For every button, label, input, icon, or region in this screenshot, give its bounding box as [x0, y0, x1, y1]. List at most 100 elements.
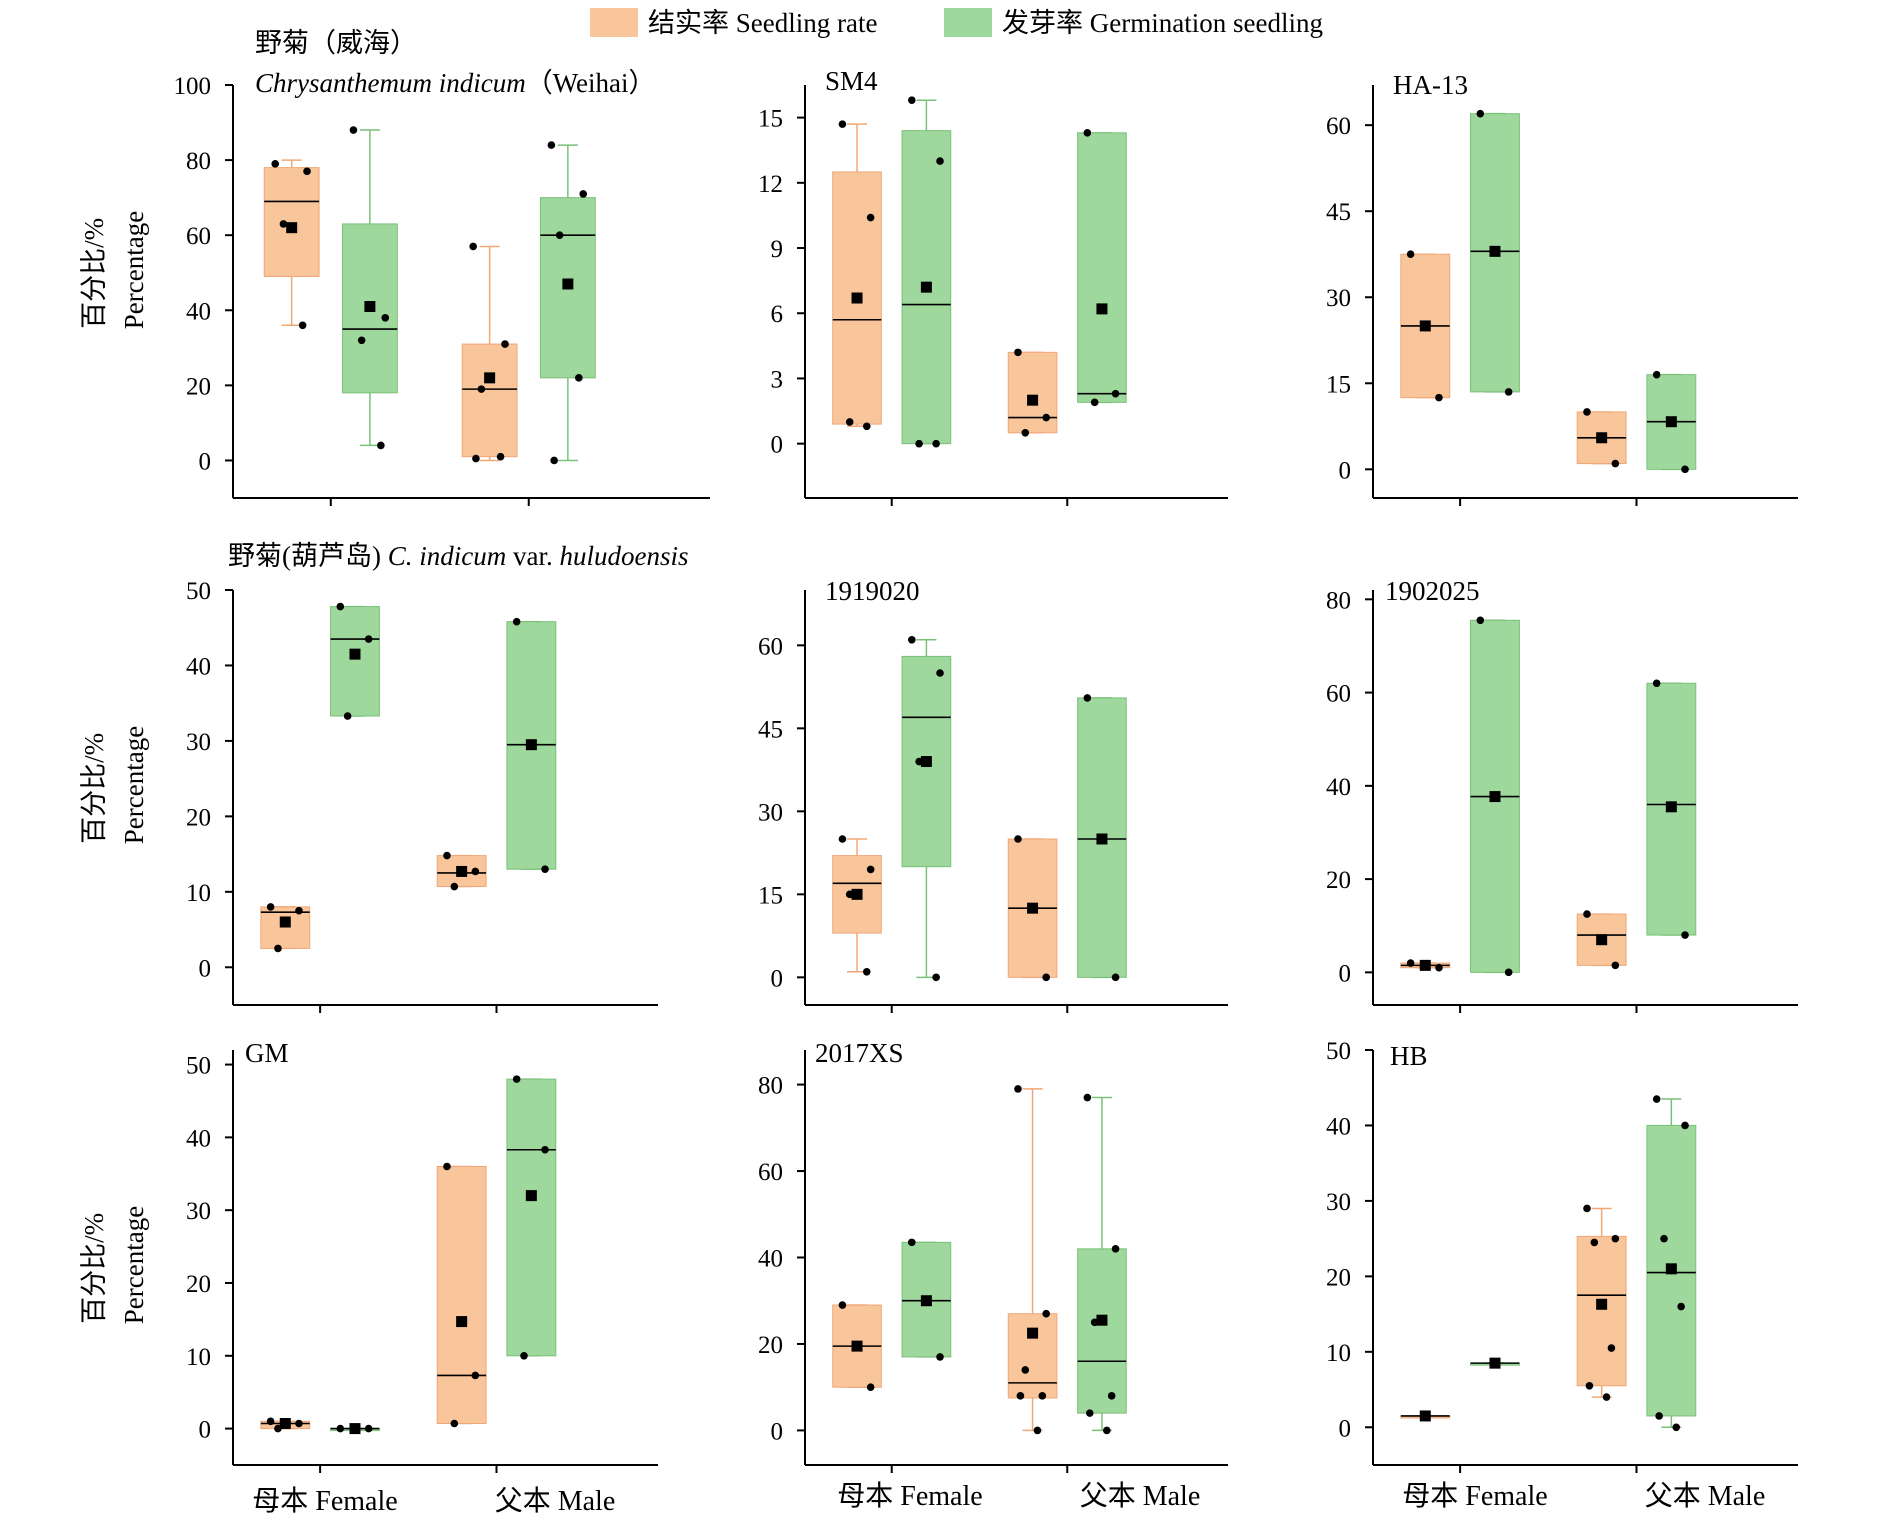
legend-label-seedling: 结实率 Seedling rate: [648, 8, 877, 38]
mean-marker: [279, 916, 291, 928]
box-germination: [1077, 129, 1127, 407]
y-tick-label: 50: [1326, 1038, 1351, 1065]
panel-title: 2017XS: [815, 1038, 904, 1068]
data-point: [512, 1075, 521, 1083]
data-point: [477, 385, 486, 393]
mean-marker: [525, 739, 537, 751]
mean-marker: [525, 1190, 537, 1202]
y-tick-label: 0: [771, 1418, 784, 1445]
data-point: [1111, 973, 1120, 982]
box-seedling: [436, 851, 487, 891]
box-body: [263, 167, 320, 277]
data-point: [1042, 413, 1050, 422]
y-tick-label: 60: [758, 1159, 783, 1186]
y-axis-title-row-2: 百分比/% Percentage: [79, 726, 149, 844]
box-body: [1077, 132, 1127, 403]
data-point: [845, 418, 854, 426]
y-tick-label: 30: [758, 799, 783, 826]
data-point: [862, 422, 871, 431]
mean-marker: [286, 222, 298, 234]
box-seedling: [461, 242, 518, 463]
x-category-labels: 母本 Female 父本 Male 母本 Female 父本 Male 母本 F…: [252, 1480, 1765, 1517]
y-tick-label: 20: [186, 804, 211, 831]
data-point: [1042, 1309, 1050, 1318]
data-point: [1083, 1093, 1092, 1102]
data-point: [936, 157, 944, 165]
data-point: [1476, 109, 1485, 118]
box-germination: [1646, 370, 1697, 474]
box-germination: [1646, 679, 1697, 939]
data-point: [1583, 1204, 1591, 1213]
panel-title: 野菊(葫芦岛) C. indicum var. huludoensis: [228, 541, 689, 571]
data-point: [866, 1383, 875, 1391]
data-point: [450, 1419, 459, 1428]
y-tick-label: 0: [1339, 960, 1352, 987]
mean-marker: [920, 281, 932, 293]
data-point: [343, 712, 352, 720]
panel-8: 0 20 40 60 80 2017XS: [758, 1038, 1228, 1473]
y-tick-label: 10: [186, 1344, 211, 1371]
panel-1: 0 20 40 60 80 100 野菊（威海） Chrysanthemum indicum（…: [174, 28, 710, 506]
data-point: [866, 865, 875, 874]
data-point: [932, 439, 940, 448]
data-point: [1504, 388, 1513, 396]
panel-title: HB: [1390, 1041, 1428, 1071]
box-seedling: [1576, 408, 1627, 468]
data-point: [349, 126, 358, 134]
box-seedling: [832, 120, 882, 431]
data-point: [1585, 1381, 1594, 1390]
data-point: [1014, 835, 1022, 843]
box-body: [260, 906, 311, 949]
box-germination: [330, 602, 380, 720]
box-seedling: [1400, 250, 1451, 402]
panel-title: 1919020: [825, 576, 920, 606]
data-point: [1406, 250, 1415, 259]
data-point: [1406, 959, 1415, 967]
data-point: [838, 835, 847, 843]
data-point: [1033, 1426, 1042, 1435]
data-point: [469, 242, 477, 251]
mean-marker: [851, 1340, 863, 1352]
y-tick-label: 15: [758, 882, 783, 909]
y-axis-title-row-3: 百分比/% Percentage: [79, 1206, 149, 1324]
box-germination: [901, 636, 952, 982]
data-point: [364, 635, 373, 643]
data-point: [1611, 961, 1620, 970]
panel-3: 0 15 30 45 60 HA-13: [1326, 70, 1798, 506]
data-point: [443, 1162, 451, 1171]
panel-subtitle: Chrysanthemum indicum（Weihai）: [255, 68, 656, 98]
data-point: [915, 439, 923, 448]
y-tick-label: 12: [758, 171, 783, 198]
data-point: [1652, 1095, 1661, 1103]
data-point: [1476, 616, 1485, 625]
data-point: [1660, 1234, 1668, 1243]
panel-title-italic: C. indicum: [388, 541, 507, 571]
data-point: [1672, 1423, 1681, 1432]
x-label-female-col-3: 母本 Female: [1402, 1480, 1547, 1512]
data-point: [1111, 1245, 1120, 1253]
box-body: [1077, 1248, 1127, 1414]
data-point: [579, 190, 588, 198]
mean-marker: [279, 1418, 291, 1429]
panel-title: GM: [245, 1038, 289, 1068]
mean-marker: [851, 292, 863, 304]
box-seedling: [1007, 348, 1058, 437]
panel-9: 0 10 20 30 40 50 HB: [1326, 1038, 1798, 1473]
data-point: [450, 882, 459, 891]
data-point: [936, 1353, 944, 1361]
box-germination: [1646, 1095, 1697, 1432]
y-tick-label: 20: [186, 1271, 211, 1298]
panel-title-italic-2: huludoensis: [559, 541, 688, 571]
box-germination: [1077, 694, 1127, 982]
panel-title-main: 野菊(葫芦岛): [228, 541, 388, 571]
y-tick-label: 40: [1326, 774, 1351, 801]
data-point: [1583, 408, 1591, 416]
panel-subtitle-italic: Chrysanthemum indicum: [255, 68, 526, 98]
y-tick-label: 0: [199, 955, 212, 982]
data-point: [1085, 1409, 1094, 1417]
y-axis-titles: 百分比/% Percentage 百分比/% Percentage 百分比/% …: [79, 211, 149, 1324]
data-point: [336, 1424, 345, 1433]
y-tick-label: 3: [771, 366, 784, 393]
y-tick-label: 0: [771, 965, 784, 992]
y-tick-label: 50: [186, 1053, 211, 1080]
